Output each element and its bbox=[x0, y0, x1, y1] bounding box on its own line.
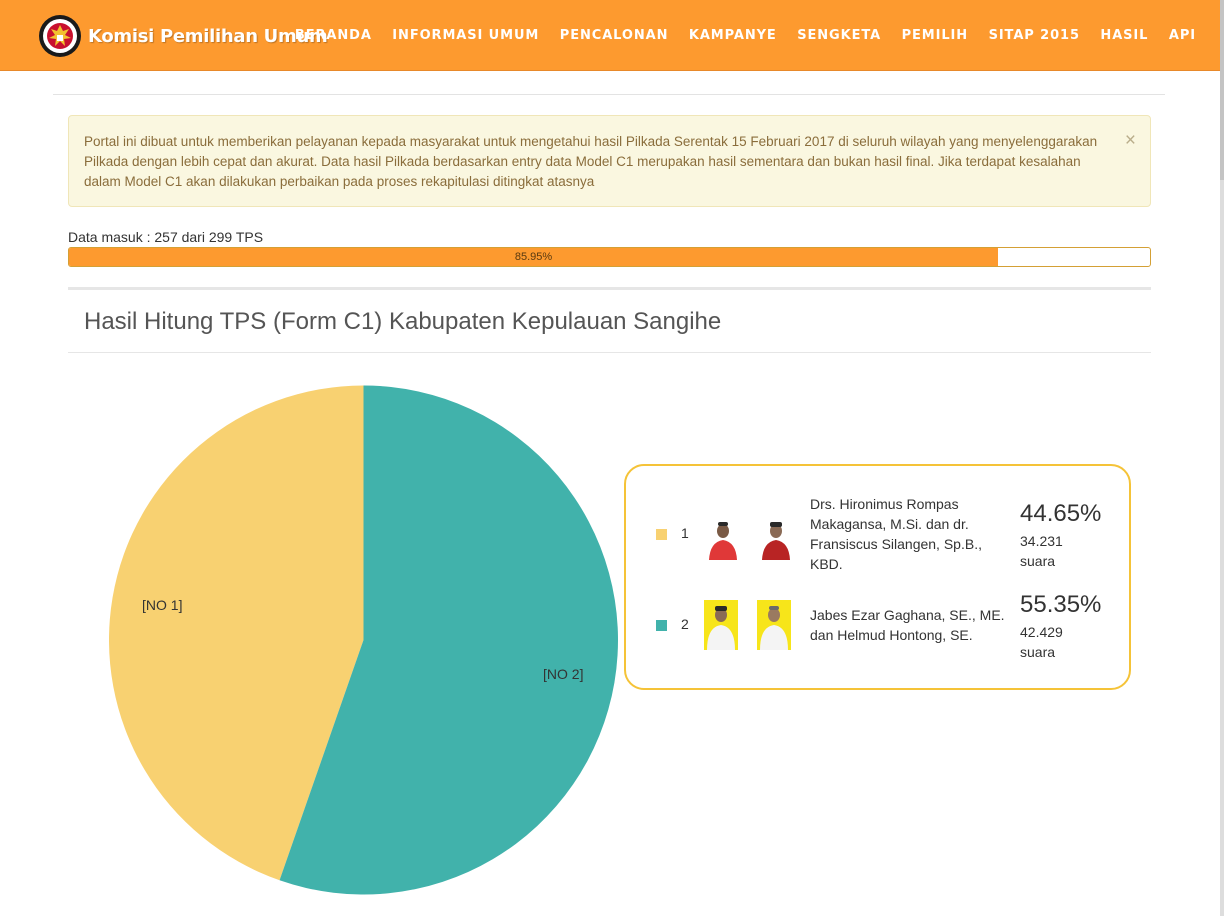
nav-pencalonan[interactable]: PENCALONAN bbox=[559, 28, 669, 43]
progress-percent: 85.95% bbox=[514, 251, 553, 263]
page-title: Hasil Hitung TPS (Form C1) Kabupaten Kep… bbox=[84, 308, 722, 335]
candidate-photo bbox=[757, 600, 791, 650]
pie-label-2: [NO 2] bbox=[543, 666, 583, 682]
brand[interactable]: Komisi Pemilihan Umum bbox=[38, 13, 328, 59]
data-count-label: Data masuk : 257 dari 299 TPS bbox=[68, 229, 264, 245]
alert-text: Portal ini dibuat untuk memberikan pelay… bbox=[84, 134, 1098, 189]
candidate-photo bbox=[704, 600, 738, 650]
legend-swatch bbox=[656, 620, 667, 631]
divider bbox=[53, 94, 1165, 95]
pie-slice-1[interactable] bbox=[108, 385, 364, 881]
scrollbar-track[interactable] bbox=[1220, 0, 1224, 916]
top-navbar: Komisi Pemilihan Umum BERANDA INFORMASI … bbox=[0, 0, 1224, 71]
section-divider bbox=[68, 287, 1151, 290]
nav-beranda[interactable]: BERANDA bbox=[294, 28, 372, 43]
nav-hasil[interactable]: HASIL bbox=[1100, 28, 1149, 43]
nav-api[interactable]: API bbox=[1168, 28, 1196, 43]
info-alert: Portal ini dibuat untuk memberikan pelay… bbox=[68, 115, 1151, 207]
nav-sengketa[interactable]: SENGKETA bbox=[797, 28, 882, 43]
nav-informasi-umum[interactable]: INFORMASI UMUM bbox=[392, 28, 540, 43]
candidate-name: Drs. Hironimus Rompas Makagansa, M.Si. d… bbox=[810, 496, 982, 572]
pie-chart: [NO 1] [NO 2] bbox=[108, 385, 618, 895]
nav-sitap-2015[interactable]: SITAP 2015 bbox=[988, 28, 1080, 43]
progress-fill bbox=[69, 248, 999, 266]
pie-label-1: [NO 1] bbox=[142, 597, 182, 613]
candidate-photo bbox=[706, 516, 740, 566]
scrollbar-thumb[interactable] bbox=[1220, 0, 1224, 180]
candidate-percent: 44.65% bbox=[1020, 500, 1102, 527]
legend-swatch bbox=[656, 529, 667, 540]
title-divider bbox=[68, 352, 1151, 353]
candidate-legend: 1 Drs. Hironimus Rompas Makagansa, M.Si.… bbox=[624, 464, 1131, 690]
kpu-logo-icon bbox=[39, 15, 81, 57]
candidate-votes: 34.231 suara bbox=[1020, 533, 1063, 569]
candidate-number: 1 bbox=[681, 525, 689, 541]
progress-bar: 85.95% bbox=[68, 247, 1151, 267]
candidate-name: Jabes Ezar Gaghana, SE., ME. dan Helmud … bbox=[810, 607, 1005, 643]
candidate-votes: 42.429 suara bbox=[1020, 624, 1063, 660]
candidate-photo bbox=[759, 516, 793, 566]
main-menu: BERANDA INFORMASI UMUM PENCALONAN KAMPAN… bbox=[274, 0, 1196, 71]
brand-name: Komisi Pemilihan Umum bbox=[88, 25, 328, 47]
close-icon[interactable]: × bbox=[1124, 130, 1136, 151]
nav-kampanye[interactable]: KAMPANYE bbox=[688, 28, 777, 43]
candidate-percent: 55.35% bbox=[1020, 591, 1102, 618]
pie-slice-2[interactable] bbox=[279, 385, 618, 895]
nav-pemilih[interactable]: PEMILIH bbox=[901, 28, 969, 43]
candidate-number: 2 bbox=[681, 616, 689, 632]
